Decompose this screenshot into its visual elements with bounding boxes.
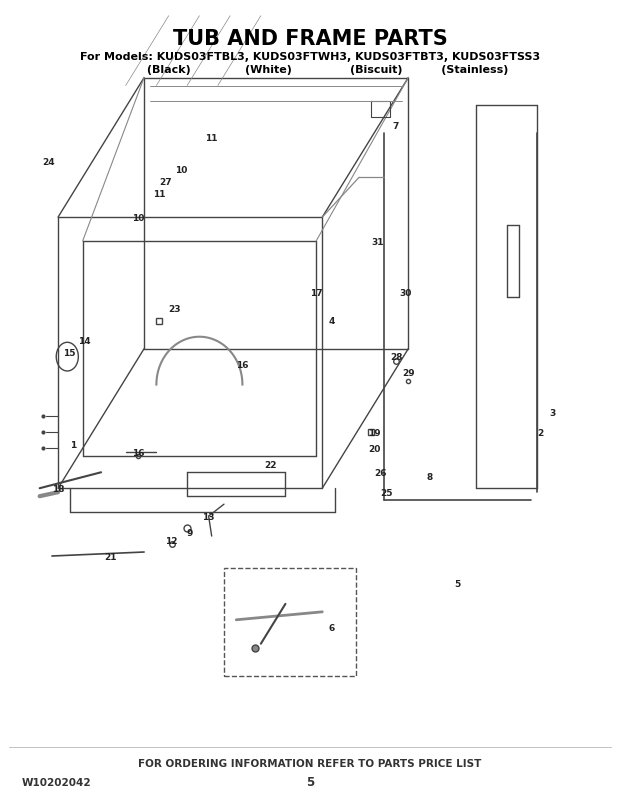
Text: 28: 28 xyxy=(390,353,402,362)
Text: 10: 10 xyxy=(132,213,144,222)
Text: 12: 12 xyxy=(166,536,178,545)
Text: TUB AND FRAME PARTS: TUB AND FRAME PARTS xyxy=(172,29,448,49)
Text: 5: 5 xyxy=(454,580,461,589)
Text: 9: 9 xyxy=(187,528,193,537)
Text: 25: 25 xyxy=(381,488,393,497)
Text: 27: 27 xyxy=(159,177,172,187)
Text: 20: 20 xyxy=(368,444,381,453)
Text: 1: 1 xyxy=(70,440,76,449)
Text: 11: 11 xyxy=(205,134,218,143)
Text: 10: 10 xyxy=(175,165,187,175)
Text: 4: 4 xyxy=(329,317,335,326)
Text: 11: 11 xyxy=(153,189,166,198)
Text: 16: 16 xyxy=(131,448,144,457)
Text: 21: 21 xyxy=(104,552,117,561)
Text: 30: 30 xyxy=(399,289,412,298)
Text: 18: 18 xyxy=(52,484,64,493)
Text: 5: 5 xyxy=(306,776,314,788)
Text: 14: 14 xyxy=(78,337,91,346)
Text: 29: 29 xyxy=(402,369,415,378)
Bar xyxy=(224,569,356,676)
Text: 8: 8 xyxy=(427,472,433,481)
Text: 19: 19 xyxy=(368,428,381,437)
Text: 6: 6 xyxy=(329,623,335,633)
Text: 17: 17 xyxy=(310,289,322,298)
Text: 16: 16 xyxy=(236,361,249,370)
Text: W10202042: W10202042 xyxy=(21,776,91,787)
Text: 3: 3 xyxy=(549,408,556,418)
Text: 26: 26 xyxy=(374,468,387,477)
Text: (Black)              (White)               (Biscuit)          (Stainless): (Black) (White) (Biscuit) (Stainless) xyxy=(112,65,508,75)
Text: FOR ORDERING INFORMATION REFER TO PARTS PRICE LIST: FOR ORDERING INFORMATION REFER TO PARTS … xyxy=(138,759,482,768)
Text: 22: 22 xyxy=(264,460,277,469)
Text: 15: 15 xyxy=(63,349,76,358)
Text: For Models: KUDS03FTBL3, KUDS03FTWH3, KUDS03FTBT3, KUDS03FTSS3: For Models: KUDS03FTBL3, KUDS03FTWH3, KU… xyxy=(80,52,540,62)
Text: 24: 24 xyxy=(43,157,55,167)
Text: 2: 2 xyxy=(538,428,544,437)
Text: 7: 7 xyxy=(393,122,399,131)
Text: 23: 23 xyxy=(169,305,181,314)
Text: 13: 13 xyxy=(202,512,215,521)
Text: 31: 31 xyxy=(371,237,384,246)
